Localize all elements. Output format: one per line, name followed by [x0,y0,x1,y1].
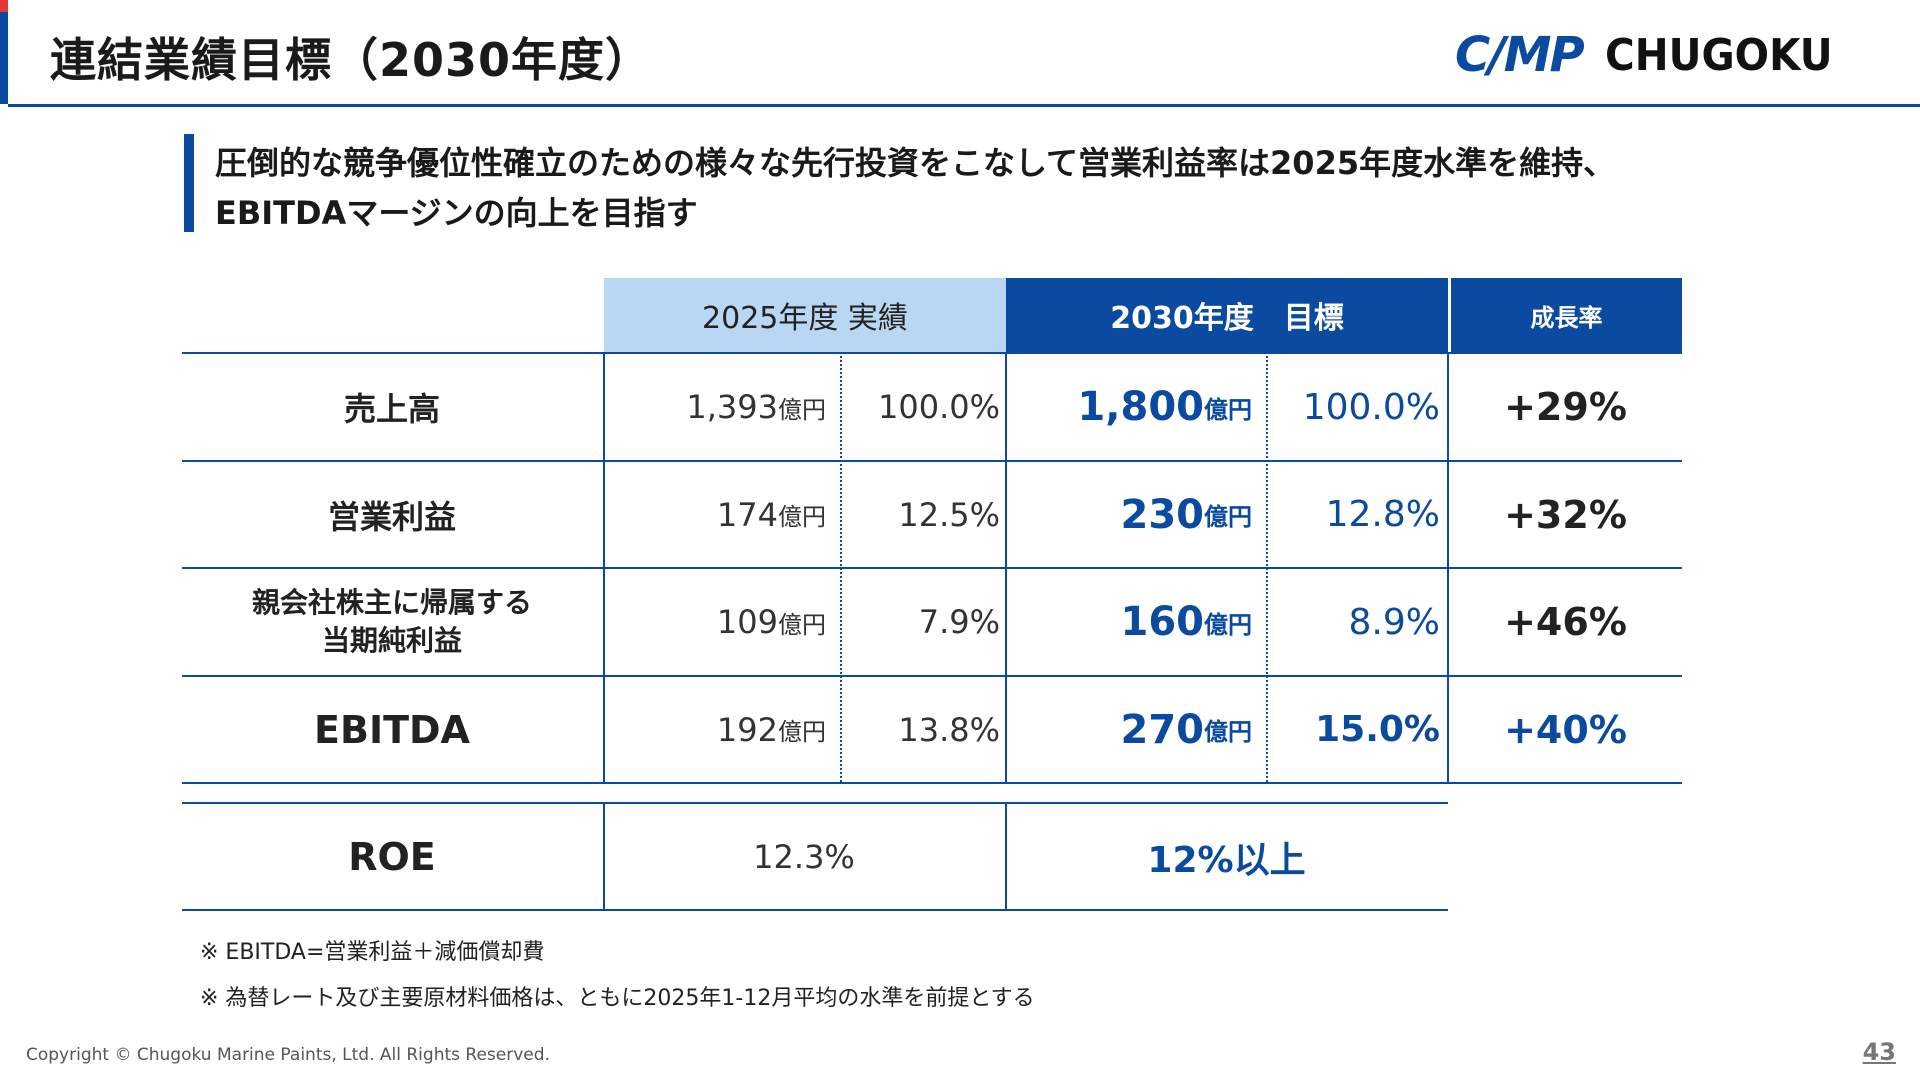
target-pct: 12.8% [1325,494,1440,535]
target-operating-profit: 230 億円 [1006,462,1253,567]
copyright: Copyright © Chugoku Marine Paints, Ltd. … [26,1045,550,1065]
growth-rate: +32% [1504,492,1627,537]
header-actual-2025: 2025年度 実績 [604,278,1006,352]
actual-unit: 億円 [778,503,826,531]
actual-value: 192 [716,710,778,749]
row-label-net-income: 親会社株主に帰属する 当期純利益 [182,569,602,675]
growth-rate: +29% [1504,385,1627,429]
growth-rate: +46% [1504,600,1627,644]
target-unit: 億円 [1204,718,1252,746]
row-label-ebitda: EBITDA [314,707,470,752]
logo-mark: C/MP [1455,27,1585,83]
lead-line-2: EBITDAマージンの向上を目指す [215,194,698,232]
row-label-operating-profit: 営業利益 [327,497,456,536]
target-net-income: 160 億円 [1006,569,1253,675]
row-label-line-2: 当期純利益 [321,624,462,657]
actual-operating-profit: 174 億円 [604,462,826,567]
target-unit: 億円 [1204,395,1252,424]
page-number: 43 [1862,1038,1896,1066]
target-unit: 億円 [1204,503,1252,531]
row-label-sales: 売上高 [343,390,440,428]
actual-roe: 12.3% [753,837,855,876]
actual-value: 174 [716,495,778,534]
growth-rate: +40% [1504,707,1627,752]
actual-pct: 100.0% [877,388,1000,426]
actual-value: 1,393 [686,388,778,426]
target-sales: 1,800 億円 [1006,354,1252,460]
header-divider [8,104,1920,107]
target-unit: 億円 [1204,610,1252,639]
table-rule [182,909,1448,911]
lead-message: 圧倒的な競争優位性確立のための様々な先行投資をこなして営業利益率は2025年度水… [215,138,1615,238]
actual-net-income: 109 億円 [604,569,826,675]
lead-accent-bar [184,134,194,232]
actual-unit: 億円 [778,610,826,639]
note-ebitda-definition: ※ EBITDA=営業利益＋減価償却費 [200,940,545,965]
lead-line-1: 圧倒的な競争優位性確立のための様々な先行投資をこなして営業利益率は2025年度水… [215,144,1616,182]
company-logo: C/MP CHUGOKU [1455,27,1852,83]
header-growth-rate: 成長率 [1448,278,1682,352]
page-title: 連結業績目標（2030年度） [50,33,653,87]
target-value: 160 [1120,599,1205,645]
target-pct: 15.0% [1315,709,1440,750]
target-value: 230 [1120,491,1205,538]
row-label-roe: ROE [348,834,436,879]
target-value: 1,800 [1077,384,1204,430]
target-pct: 100.0% [1302,386,1440,428]
target-roe: 12%以上 [1147,839,1306,881]
header-accent-red [0,0,8,12]
actual-unit: 億円 [778,395,826,424]
actual-pct: 13.8% [898,710,1000,749]
header-accent-bar [0,0,8,104]
table-rule [182,782,1682,784]
actual-pct: 7.9% [918,603,1000,641]
target-pct: 8.9% [1348,601,1440,643]
row-label-line-1: 親会社株主に帰属する [251,586,532,619]
target-value: 270 [1120,706,1205,753]
actual-ebitda: 192 億円 [604,677,826,782]
actual-sales: 1,393 億円 [604,354,826,460]
actual-value: 109 [716,603,778,641]
target-ebitda: 270 億円 [1006,677,1253,782]
header-target-2030: 2030年度 目標 [1006,278,1448,352]
logo-text: CHUGOKU [1604,29,1833,81]
actual-pct: 12.5% [898,495,1000,534]
note-assumptions: ※ 為替レート及び主要原材料価格は、ともに2025年1-12月平均の水準を前提と… [200,986,1035,1011]
actual-unit: 億円 [778,718,826,746]
